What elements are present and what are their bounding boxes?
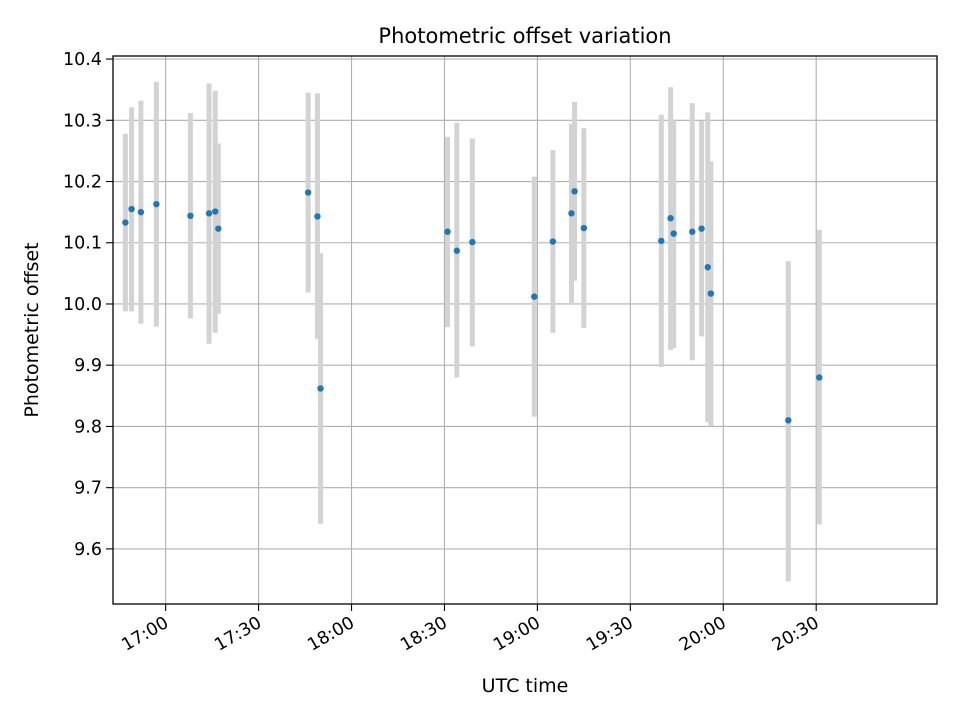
- x-tick-label: 20:00: [676, 613, 730, 656]
- data-point: [215, 225, 222, 232]
- y-tick-label: 9.6: [74, 540, 102, 560]
- y-tick-label: 10.3: [63, 111, 102, 131]
- data-point: [444, 228, 451, 235]
- y-tick-label: 9.9: [74, 356, 102, 376]
- data-points: [122, 188, 823, 424]
- data-point: [689, 228, 696, 235]
- data-point: [704, 264, 711, 271]
- data-point: [571, 188, 578, 195]
- y-tick-label: 10.4: [63, 50, 102, 70]
- data-point: [304, 189, 312, 196]
- data-point: [212, 208, 219, 215]
- data-point: [568, 210, 575, 217]
- data-point: [670, 230, 677, 237]
- x-axis-label: UTC time: [482, 675, 569, 697]
- data-point: [205, 210, 213, 217]
- data-point: [187, 212, 194, 220]
- data-point: [549, 238, 557, 245]
- x-tick-label: 17:00: [118, 613, 172, 656]
- data-point: [314, 213, 321, 220]
- x-tick-label: 18:00: [304, 613, 358, 656]
- y-axis-ticks: 9.6 9.7 9.8 9.9 10.0 10.1 10.2 10.3 10.4: [63, 50, 113, 560]
- data-point: [698, 225, 705, 232]
- y-tick-label: 9.8: [74, 417, 102, 437]
- x-tick-label: 20:30: [769, 613, 823, 656]
- data-point: [531, 293, 538, 300]
- data-point: [137, 208, 145, 216]
- x-axis-ticks: 17:00 17:30 18:00 18:30 19:00 19:30 20:00 20:30: [118, 604, 823, 656]
- x-tick-label: 19:30: [583, 613, 637, 656]
- data-point: [667, 215, 674, 222]
- plot-frame: [112, 55, 938, 605]
- data-point: [469, 238, 476, 246]
- y-tick-label: 10.1: [63, 234, 102, 254]
- y-axis-label: Photometric offset: [21, 242, 43, 417]
- data-point: [453, 247, 461, 254]
- data-point: [785, 417, 792, 424]
- data-point: [128, 205, 135, 213]
- x-tick-label: 19:00: [490, 613, 544, 656]
- y-tick-label: 10.2: [63, 173, 102, 193]
- data-point: [122, 219, 129, 226]
- data-point: [153, 200, 160, 208]
- x-tick-label: 18:30: [397, 613, 451, 656]
- y-tick-label: 9.7: [74, 479, 102, 499]
- data-point: [317, 385, 324, 392]
- data-point: [816, 374, 823, 381]
- error-bars: [122, 81, 822, 582]
- x-tick-label: 17:30: [211, 613, 265, 656]
- data-point: [580, 224, 588, 232]
- data-point: [707, 290, 715, 297]
- data-point: [658, 237, 665, 245]
- chart-title: Photometric offset variation: [378, 24, 671, 48]
- y-tick-label: 10.0: [63, 295, 102, 315]
- grid: [113, 56, 937, 604]
